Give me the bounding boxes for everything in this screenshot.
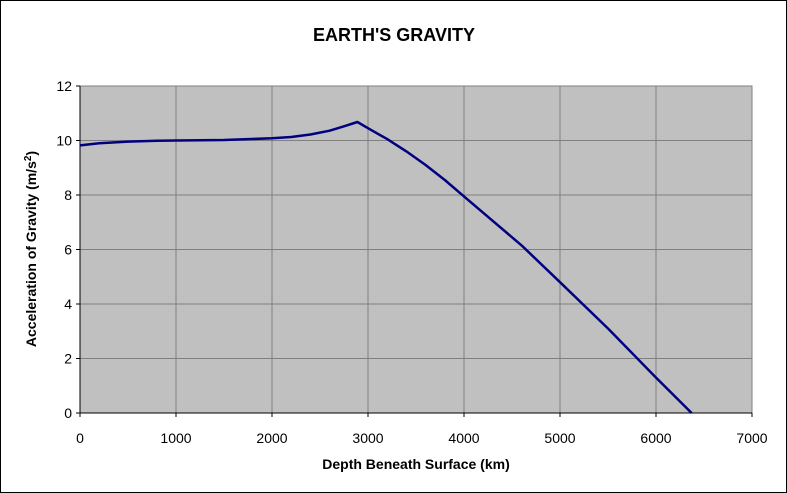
series-line	[79, 120, 693, 414]
series-group	[79, 120, 693, 414]
y-tick-label: 0	[64, 405, 72, 421]
y-tick-label: 2	[64, 351, 72, 367]
x-tick-label: 6000	[640, 430, 671, 446]
y-tick-label: 4	[64, 296, 72, 312]
x-tick-label: 5000	[544, 430, 575, 446]
x-tick-label: 4000	[448, 430, 479, 446]
y-tick-label: 6	[64, 242, 72, 258]
x-axis-label: Depth Beneath Surface (km)	[322, 456, 509, 472]
y-axis-label: Acceleration of Gravity (m/s2)	[23, 151, 39, 347]
y-axis-label-close: )	[23, 151, 39, 156]
x-tick-label: 2000	[256, 430, 287, 446]
x-tick-label: 1000	[160, 430, 191, 446]
axis-ticks: 0 2 4 6 8 10 12 0 1000 2000 3000 4000 5000 6000 7000	[56, 78, 767, 446]
y-tick-label: 12	[56, 78, 72, 94]
chart-title: EARTH'S GRAVITY	[313, 25, 475, 45]
y-tick-label: 10	[56, 133, 72, 149]
y-tick-label: 8	[64, 187, 72, 203]
y-axis-label-main: Acceleration of Gravity (m/s	[23, 161, 39, 347]
x-tick-label: 7000	[736, 430, 767, 446]
x-tick-label: 3000	[352, 430, 383, 446]
y-axis-label-sup: 2	[23, 155, 34, 161]
x-tick-label: 0	[76, 430, 84, 446]
